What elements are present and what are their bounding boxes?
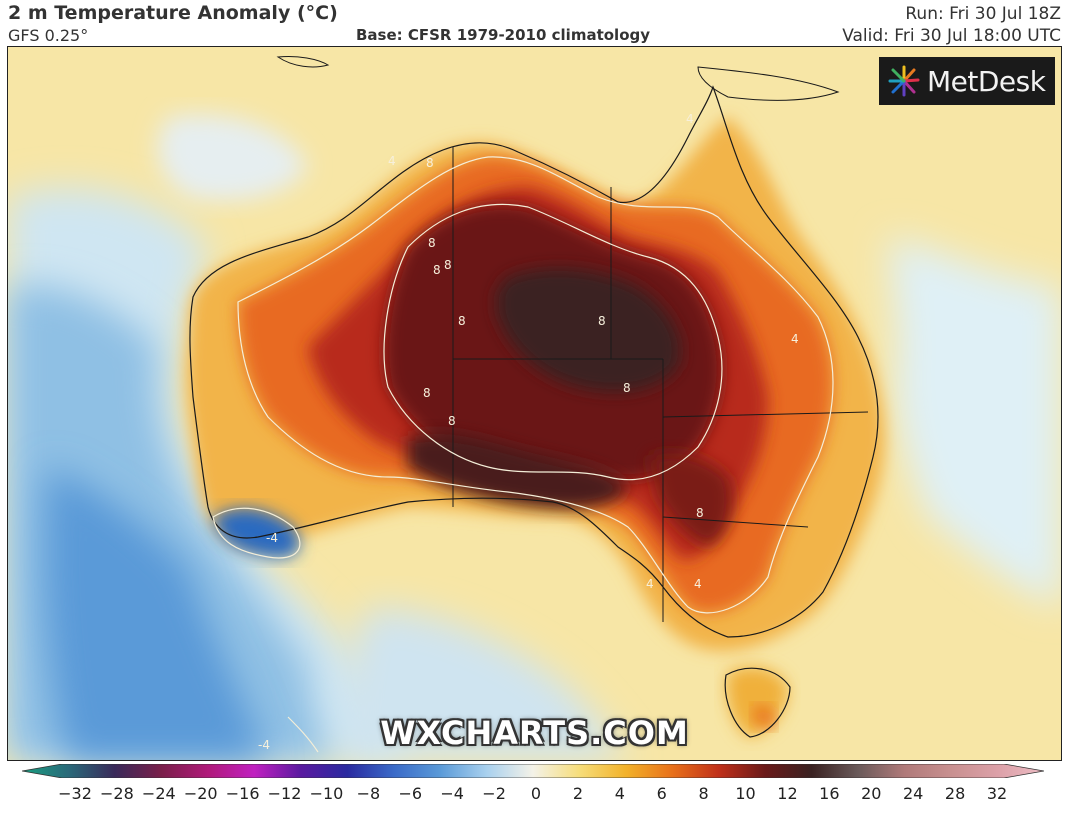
colorbar-tick-label: −4 <box>440 784 464 803</box>
colorbar-tick-label: 8 <box>698 784 709 803</box>
contour-label: 8 <box>448 414 456 428</box>
contour-label: 8 <box>458 314 466 328</box>
colorbar-tick-label: −32 <box>58 784 92 803</box>
colorbar-tick-label: 2 <box>572 784 583 803</box>
metdesk-logo: MetDesk <box>879 57 1055 105</box>
colorbar-tick-label: 0 <box>530 784 542 803</box>
colorbar-tick-label: −12 <box>267 784 302 803</box>
wxcharts-watermark: WXCHARTS.COM <box>380 714 689 752</box>
colorbar-ticks: −32 −28 −24 −20 −16 −12 −10 −8 −6 −4 −2 0 2 4 6 8 10 12 16… <box>0 784 1088 808</box>
colorbar-tick-label: 20 <box>861 784 882 803</box>
colorbar-tick-label: −2 <box>482 784 506 803</box>
model-label: GFS 0.25° <box>8 26 89 45</box>
contour-label: 8 <box>428 236 436 250</box>
colorbar-tick-label: −16 <box>225 784 260 803</box>
contour-label: 8 <box>696 506 704 520</box>
contour-label: 4 <box>388 154 396 168</box>
contour-label: 8 <box>423 386 431 400</box>
colorbar-tick-label: 32 <box>986 784 1008 803</box>
contour-label: 8 <box>623 381 631 395</box>
climatology-base-label: Base: CFSR 1979-2010 climatology <box>356 26 651 44</box>
run-time-label: Run: Fri 30 Jul 18Z <box>905 4 1061 24</box>
colorbar-tick-label: −28 <box>100 784 134 803</box>
metdesk-logo-text: MetDesk <box>927 64 1046 98</box>
anomaly-map[interactable]: 4 8 8 8 8 8 8 8 8 8 8 4 4 4 4 -4 -4 <box>7 46 1062 761</box>
starburst-icon <box>888 65 920 97</box>
colorbar-tick-label: −6 <box>398 784 423 803</box>
colorbar-tick-label: −10 <box>309 784 344 803</box>
contour-label: 8 <box>444 258 452 272</box>
colorbar-tick-label: 24 <box>902 784 924 803</box>
contour-label: -4 <box>266 531 278 545</box>
colorbar-tick-label: 12 <box>777 784 798 803</box>
colorbar-tick-label: 16 <box>819 784 840 803</box>
colorbar-tick-label: −24 <box>141 784 176 803</box>
colorbar-tick-label: −8 <box>356 784 381 803</box>
map-canvas: 4 8 8 8 8 8 8 8 8 8 8 4 4 4 4 -4 -4 <box>8 47 1061 760</box>
colorbar <box>22 764 1044 778</box>
contour-label: 8 <box>598 314 606 328</box>
colorbar-tick-label: 10 <box>735 784 756 803</box>
contour-label: 4 <box>646 577 654 591</box>
contour-label: 4 <box>694 577 702 591</box>
colorbar-tick-label: 4 <box>614 784 625 803</box>
contour-label: 8 <box>433 263 441 277</box>
colorbar-tick-label: −20 <box>183 784 218 803</box>
colorbar-tick-label: 6 <box>656 784 667 803</box>
contour-label: 8 <box>426 156 434 170</box>
contour-label: -4 <box>258 738 270 752</box>
colorbar-tick-label: 28 <box>944 784 966 803</box>
map-title: 2 m Temperature Anomaly (°C) <box>8 2 338 24</box>
contour-label: 4 <box>686 112 694 126</box>
contour-label: 4 <box>791 332 799 346</box>
valid-time-label: Valid: Fri 30 Jul 18:00 UTC <box>842 26 1061 46</box>
contour-labels: 4 8 8 8 8 8 8 8 8 8 8 4 4 4 4 -4 -4 <box>258 112 799 752</box>
